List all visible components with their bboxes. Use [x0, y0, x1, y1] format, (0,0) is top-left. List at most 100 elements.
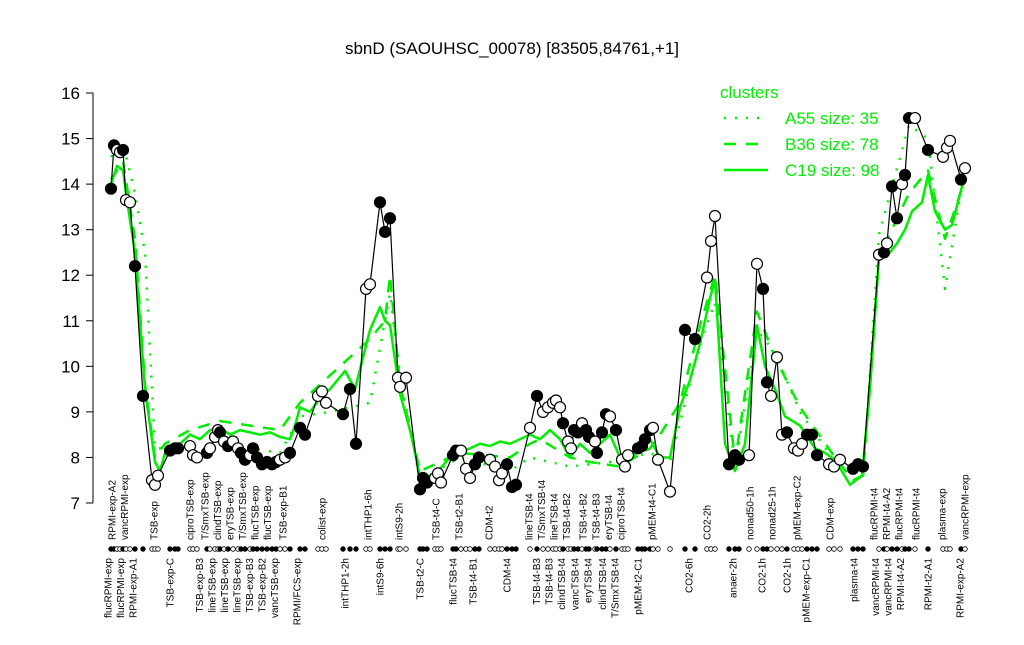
sample-point [780, 426, 794, 439]
rug-mark [692, 546, 698, 552]
x-label-bottom: TSB-t4-B3 [532, 558, 543, 605]
sample-point [880, 237, 894, 250]
x-label-top: clindTSB-exp [213, 480, 224, 540]
rug-mark [889, 546, 895, 552]
rug-mark [799, 546, 805, 552]
sample-point [590, 446, 604, 459]
y-tick-label: 13 [61, 221, 80, 240]
sample-point [556, 417, 570, 430]
rug-mark [323, 546, 329, 552]
rug-mark [499, 546, 505, 552]
sample-point [343, 383, 357, 396]
rug-mark [655, 546, 661, 552]
rug-mark [297, 546, 303, 552]
x-label-bottom: eryTSB-t4 [584, 558, 595, 603]
rug-mark [594, 546, 600, 552]
x-label-top: CO2-2h [703, 505, 714, 540]
rug-mark [784, 546, 790, 552]
x-label-top: CDM-exp [826, 497, 837, 540]
x-label-top: flucTSB-exp [263, 485, 274, 540]
rug-mark [194, 546, 200, 552]
x-label-bottom: TSB-t4-B1 [469, 558, 480, 605]
sample-point [595, 426, 609, 439]
x-label-bottom: flucTSB-t4 [449, 558, 460, 605]
x-label-bottom: clindTSB-t4 [598, 558, 609, 610]
sample-point [136, 389, 150, 403]
rug-mark [259, 546, 265, 552]
x-labels: RPMI-exp-A2 vancRPMI-exp TSB-exp ciproTSB-e… [104, 472, 972, 625]
sample-point [463, 471, 477, 485]
rug-mark [746, 546, 752, 552]
legend-entry-a55: A55 size: 35 [785, 109, 879, 128]
rug-mark [264, 546, 270, 552]
rug-mark [642, 546, 648, 552]
x-label-top: flucRPMI-t4 [912, 487, 923, 540]
x-label-bottom: intS9-6h [376, 558, 387, 595]
x-label-top: T/SmxTSB-exp [201, 472, 212, 540]
rug-mark [545, 546, 551, 552]
x-label-bottom: lineTSB-exp [232, 558, 243, 613]
x-label-top: colist-exp [318, 497, 329, 540]
x-label-top: lineTSB-t4 [524, 493, 535, 540]
x-label-top: intS9-2h [395, 503, 406, 540]
rug-mark [850, 546, 856, 552]
x-label-top: ciproTSB-exp [186, 479, 197, 540]
x-label-bottom: pMEM-exp-C1 [802, 558, 813, 623]
sample-point [885, 180, 899, 193]
x-label-bottom: pMEM-t2-C1 [634, 558, 645, 615]
rug-mark [382, 546, 388, 552]
rug-mark [467, 546, 473, 552]
rug-mark [225, 546, 231, 552]
x-label-top: eryTSB-t4 [604, 495, 615, 540]
rug-mark [504, 546, 510, 552]
sample-point [943, 134, 957, 147]
sample-point [434, 476, 448, 489]
sample-point [958, 162, 972, 175]
sample-point [128, 260, 142, 273]
sample-point [104, 182, 118, 195]
rug-mark [242, 546, 248, 552]
sample-point [319, 396, 333, 409]
rug-mark [625, 546, 631, 552]
sample-point [553, 401, 567, 414]
sample-point [500, 458, 514, 471]
x-label-bottom: CO2-6h [685, 558, 696, 593]
x-label-bottom: flucRPMI-exp [116, 558, 127, 618]
rug-mark [155, 546, 161, 552]
sample-point [603, 410, 617, 423]
rug-mark [534, 546, 540, 552]
sample-point [760, 376, 774, 389]
sample-point [722, 458, 736, 471]
rug-mark [826, 546, 832, 552]
x-label-bottom: vancTSB-exp [270, 558, 281, 618]
x-label-top: TSB-t2-B1 [455, 493, 466, 540]
sample-point [756, 282, 770, 295]
x-label-bottom: RPMI-t4-A2 [896, 558, 907, 611]
sample-point [509, 478, 523, 491]
sample-point [663, 485, 677, 498]
x-label-top: nonad25-1h [768, 487, 779, 540]
sample-point [315, 385, 329, 398]
x-label-top: nonad50-1h [746, 487, 757, 540]
rug-mark [754, 546, 760, 552]
rug-mark [397, 546, 403, 552]
sample-point [190, 451, 204, 464]
rug-mark [613, 546, 619, 552]
y-tick-label: 8 [71, 448, 80, 467]
sample-point [833, 453, 847, 466]
legend-title: clusters [720, 83, 779, 102]
x-label-bottom: RPMI/FCS-exp [293, 558, 304, 626]
x-label-bottom: vancRPMI-t4 [884, 558, 895, 616]
sample-point [898, 168, 912, 182]
x-label-bottom: RPMI-t2-A1 [924, 558, 935, 611]
x-label-bottom: lineTSB-exp [207, 558, 218, 613]
cluster-line-b36 [109, 160, 967, 482]
sample-point [732, 453, 746, 466]
sample-point [890, 212, 904, 225]
rug-mark [860, 546, 866, 552]
rug-mark [884, 546, 890, 552]
sample-point [750, 257, 764, 270]
rug-mark [912, 546, 918, 552]
x-label-top: RPMI-t4-A2 [882, 487, 893, 540]
y-tick-label: 16 [61, 84, 80, 103]
